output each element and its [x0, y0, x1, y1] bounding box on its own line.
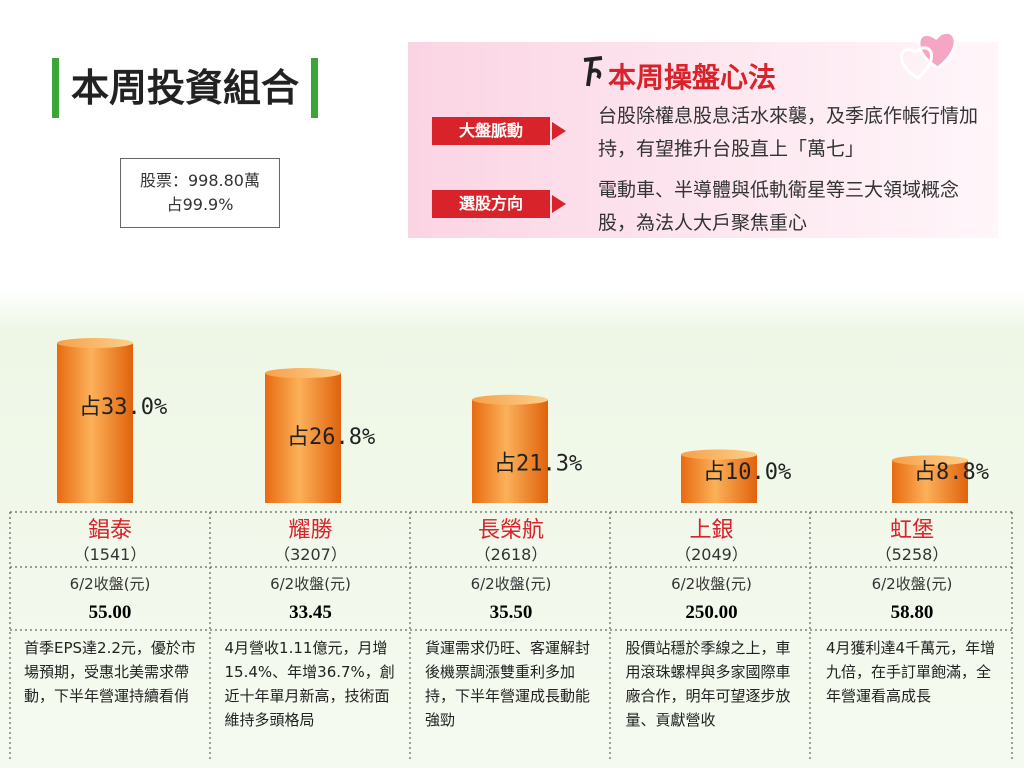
stock-name: 上銀: [689, 518, 734, 543]
close-label: 6/2收盤(元): [871, 575, 953, 593]
label-tag: 選股方向: [432, 190, 550, 218]
stock-name: 虹堡: [889, 518, 934, 543]
bar: [681, 454, 757, 503]
bar-cap: [57, 338, 133, 348]
value-label: 占33.0%: [79, 395, 167, 420]
summary-box: 股票：998.80萬 占99.9%: [120, 158, 280, 228]
bar-cap: [681, 449, 757, 460]
stock-name: 長榮航: [477, 518, 544, 543]
value-label: 占21.3%: [494, 452, 582, 477]
title: 本周投資組合: [52, 58, 319, 118]
note: 首季EPS達2.2元，優於市場預期，受惠北美需求帶動，下半年營運持續看俏: [24, 639, 196, 705]
icon: [583, 56, 603, 87]
note: 貨運需求仍旺、客運解封後機票調漲雙重利多加持，下半年營運成長動能強勁: [425, 639, 591, 729]
stock-code: （2049）: [675, 545, 748, 564]
bar: [472, 399, 548, 503]
bar: [892, 460, 968, 503]
stock-code: （5258）: [875, 545, 949, 564]
bar-cap: [892, 455, 968, 466]
strategy-panel: 本周操盤心法 大盤脈動 台股除權息股息活水來襲，及季底作帳行情加持，有望推升台股…: [408, 30, 998, 238]
price: 250.00: [685, 602, 738, 623]
value-label: 占10.0%: [703, 460, 791, 485]
stock-code: （3207）: [274, 545, 347, 564]
close-label: 6/2收盤(元): [69, 575, 151, 593]
panel-text: 台股除權息股息活水來襲，及季底作帳行情加持，有望推升台股直上「萬七」: [598, 105, 979, 160]
stock-code: （2618）: [474, 545, 548, 564]
value-label: 占26.8%: [287, 425, 375, 450]
grid: [9, 511, 1014, 760]
stock-name: 錩泰: [87, 518, 132, 543]
arrow: [552, 122, 566, 140]
note: 股價站穩於季線之上，車用滾珠螺桿與多家國際車廠合作，明年可望逐步放量、貢獻營收: [625, 639, 791, 729]
close-label: 6/2收盤(元): [671, 575, 752, 593]
stock-code: （1541）: [73, 545, 147, 564]
value-label: 占8.8%: [914, 460, 989, 485]
price: 55.00: [88, 602, 132, 623]
bar-cap: [265, 368, 341, 379]
note: 4月獲利達4千萬元，年增九倍，在手訂單飽滿，全年營運看高成長: [826, 639, 996, 705]
price: 35.50: [489, 602, 533, 623]
close-label: 6/2收盤(元): [470, 575, 552, 593]
close-label: 6/2收盤(元): [270, 575, 351, 593]
panel-title: 本周操盤心法: [608, 61, 777, 94]
arrow: [552, 195, 566, 213]
bar: [57, 343, 133, 503]
note: 4月營收1.11億元，月增15.4%、年增36.7%，創近十年單月新高，技術面維…: [224, 639, 395, 729]
bar-cap: [472, 394, 548, 405]
panel-text: 電動車、半導體與低軌衛星等三大領域概念股，為法人大戶聚焦重心: [598, 179, 960, 234]
price: 58.80: [890, 602, 934, 623]
bar: [265, 373, 341, 503]
price: 33.45: [289, 602, 332, 623]
summary-line: 股票：998.80萬: [140, 171, 260, 190]
summary-line: 占99.9%: [166, 195, 234, 214]
hearts: [900, 30, 957, 80]
stock-name: 耀勝: [288, 518, 333, 543]
label-tag: 大盤脈動: [432, 117, 550, 145]
